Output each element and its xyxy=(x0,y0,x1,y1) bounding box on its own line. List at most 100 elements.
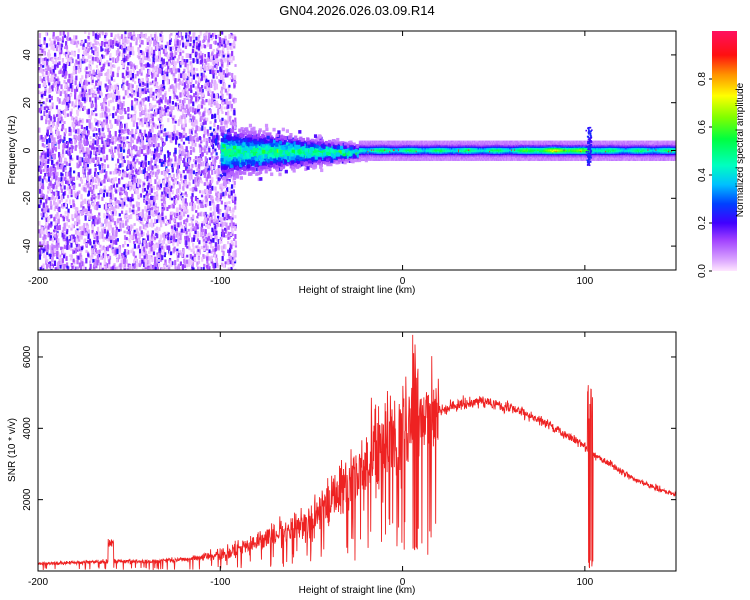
heatmap-cell xyxy=(110,178,113,184)
heatmap-cell xyxy=(165,166,168,169)
heatmap-cell xyxy=(87,203,91,207)
heatmap-cell xyxy=(67,235,71,240)
heatmap-cell xyxy=(131,235,134,241)
heatmap-cell xyxy=(224,53,227,57)
heatmap-cell xyxy=(140,70,143,76)
heatmap-cell xyxy=(154,138,157,142)
heatmap-cell xyxy=(133,181,136,186)
heatmap-cell xyxy=(234,196,237,201)
heatmap-cell xyxy=(216,155,219,159)
heatmap-cell xyxy=(178,86,181,90)
heatmap-cell xyxy=(95,113,98,117)
heatmap-cell xyxy=(142,66,145,71)
heatmap-cell xyxy=(57,118,60,123)
heatmap-cell xyxy=(129,235,132,239)
heatmap-cell xyxy=(162,246,165,252)
heatmap-cell xyxy=(160,222,163,228)
heatmap-cell xyxy=(229,42,232,46)
heatmap-cell xyxy=(79,157,82,163)
heatmap-cell xyxy=(203,100,206,106)
heatmap-cell xyxy=(72,203,75,207)
heatmap-cell xyxy=(112,183,116,188)
heatmap-cell xyxy=(209,239,213,245)
heatmap-cell xyxy=(134,110,137,114)
heatmap-cell xyxy=(169,251,173,256)
heatmap-cell xyxy=(64,215,67,219)
heatmap-cell xyxy=(204,156,207,162)
heatmap-cell xyxy=(218,53,221,57)
heatmap-cell xyxy=(70,144,73,150)
heatmap-cell xyxy=(155,209,158,215)
heatmap-cell xyxy=(51,246,54,252)
heatmap-cell xyxy=(62,203,66,207)
heatmap-cell xyxy=(38,39,41,45)
heatmap-cell xyxy=(122,184,125,189)
heatmap-cell xyxy=(171,120,175,124)
heatmap-cell xyxy=(38,182,42,188)
heatmap-cell xyxy=(96,226,100,232)
heatmap-cell xyxy=(189,84,193,90)
heatmap-cell xyxy=(117,104,120,110)
heatmap-cell xyxy=(76,162,79,168)
heatmap-cell xyxy=(143,182,146,186)
heatmap-cell xyxy=(195,73,198,78)
heatmap-cell xyxy=(67,219,70,223)
heatmap-cell xyxy=(105,219,109,224)
heatmap-cell xyxy=(146,39,149,45)
heatmap-cell xyxy=(144,155,147,161)
heatmap-cell xyxy=(221,31,224,35)
heatmap-cell xyxy=(212,159,215,165)
heatmap-cell xyxy=(38,63,41,66)
heatmap-cell xyxy=(205,181,208,186)
heatmap-cell xyxy=(208,32,211,38)
heatmap-cell xyxy=(60,47,63,53)
heatmap-cell xyxy=(147,36,151,42)
heatmap-cell xyxy=(191,48,195,53)
heatmap-cell xyxy=(156,244,159,248)
heatmap-cell xyxy=(198,40,202,46)
heatmap-cell xyxy=(68,61,71,66)
heatmap-cell xyxy=(83,59,86,64)
heatmap-cell xyxy=(96,149,99,153)
heatmap-cell xyxy=(186,235,190,240)
heatmap-cell xyxy=(126,89,129,95)
heatmap-cell xyxy=(69,254,72,257)
heatmap-cell xyxy=(53,116,56,122)
heatmap-cell xyxy=(178,54,181,60)
heatmap-cell xyxy=(95,31,99,37)
heatmap-cell xyxy=(78,183,81,187)
heatmap-cell xyxy=(40,265,44,270)
heatmap-cell xyxy=(154,203,157,207)
heatmap-cell xyxy=(54,162,57,167)
heatmap-cell xyxy=(205,151,209,155)
heatmap-cell xyxy=(228,93,231,100)
heatmap-cell xyxy=(184,109,187,113)
heatmap-cell xyxy=(98,217,101,223)
heatmap-cell xyxy=(154,134,157,139)
heatmap-cell xyxy=(66,216,69,222)
heatmap-cell xyxy=(57,183,60,187)
heatmap-cell xyxy=(224,212,227,218)
heatmap-cell xyxy=(132,176,135,182)
heatmap-cell xyxy=(194,86,197,90)
heatmap-cell xyxy=(108,131,111,138)
heatmap-cell xyxy=(132,31,136,35)
heatmap-cell xyxy=(119,203,122,207)
heatmap-cell xyxy=(227,172,230,178)
heatmap-cell xyxy=(171,167,174,173)
heatmap-cell xyxy=(78,254,81,260)
heatmap-cell xyxy=(108,226,111,231)
heatmap-cell xyxy=(54,175,58,181)
heatmap-cell xyxy=(66,141,70,146)
heatmap-cell xyxy=(135,182,139,189)
heatmap-cell xyxy=(133,229,136,233)
heatmap-cell xyxy=(126,128,130,134)
heatmap-cell xyxy=(117,228,121,232)
heatmap-cell xyxy=(161,254,164,261)
heatmap-cell xyxy=(178,211,182,217)
heatmap-cell xyxy=(182,186,185,190)
heatmap-cell xyxy=(87,154,91,159)
heatmap-cell xyxy=(179,232,182,237)
heatmap-cell xyxy=(95,40,98,46)
heatmap-cell xyxy=(195,137,198,142)
